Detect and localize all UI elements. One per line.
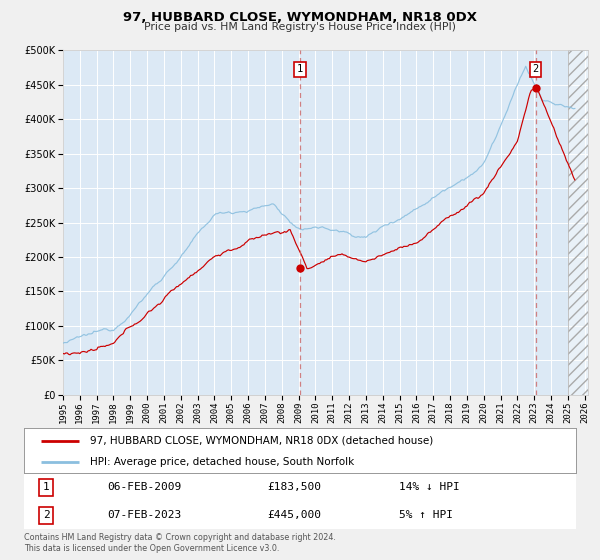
Text: 14% ↓ HPI: 14% ↓ HPI	[400, 483, 460, 492]
Text: 5% ↑ HPI: 5% ↑ HPI	[400, 511, 454, 520]
Text: 1: 1	[297, 64, 303, 74]
Bar	[568, 50, 596, 395]
Text: 06-FEB-2009: 06-FEB-2009	[107, 483, 181, 492]
Bar	[568, 50, 596, 395]
Text: 2: 2	[43, 511, 49, 520]
Text: Price paid vs. HM Land Registry's House Price Index (HPI): Price paid vs. HM Land Registry's House …	[144, 22, 456, 32]
Text: £445,000: £445,000	[267, 511, 321, 520]
Text: 2: 2	[533, 64, 539, 74]
Text: Contains HM Land Registry data © Crown copyright and database right 2024.
This d: Contains HM Land Registry data © Crown c…	[24, 533, 336, 553]
Text: 07-FEB-2023: 07-FEB-2023	[107, 511, 181, 520]
Text: 97, HUBBARD CLOSE, WYMONDHAM, NR18 0DX (detached house): 97, HUBBARD CLOSE, WYMONDHAM, NR18 0DX (…	[90, 436, 433, 446]
Text: 1: 1	[43, 483, 49, 492]
Text: HPI: Average price, detached house, South Norfolk: HPI: Average price, detached house, Sout…	[90, 457, 355, 467]
Text: 97, HUBBARD CLOSE, WYMONDHAM, NR18 0DX: 97, HUBBARD CLOSE, WYMONDHAM, NR18 0DX	[123, 11, 477, 24]
Text: £183,500: £183,500	[267, 483, 321, 492]
